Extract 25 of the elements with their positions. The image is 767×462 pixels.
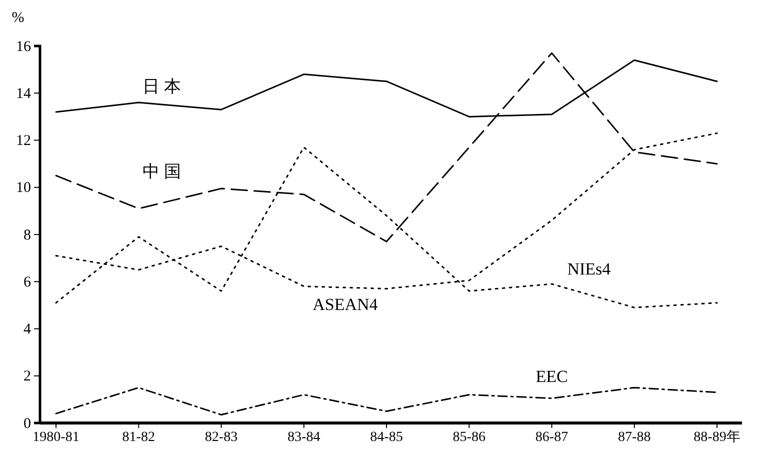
y-tick-label: 10 [16,180,31,196]
series-label: EEC [536,366,568,386]
x-tick-label: 83-84 [288,430,320,445]
y-tick-label: 12 [16,133,31,150]
x-tick-label: 87-88 [618,430,651,445]
y-axis-title: % [12,10,24,26]
series-label: 中 国 [142,162,181,181]
y-tick-label: 16 [16,38,32,55]
x-tick-label: 82-83 [204,430,238,445]
y-tick-label: 8 [24,227,31,244]
y-tick-label: 14 [16,86,32,102]
series-label: ASEAN4 [312,294,378,314]
series-label: NIEs4 [567,260,612,279]
series-label: 日 本 [142,76,181,96]
y-tick-label: 2 [24,368,31,385]
line-series [55,386,718,416]
y-tick-label: 6 [24,274,32,290]
y-tick-label: 4 [24,322,32,338]
x-tick-label: 81-82 [122,430,155,445]
y-tick-label: 0 [24,416,31,432]
x-tick-label: 85-86 [452,430,486,445]
x-tick-label: 88-89年 [694,428,740,445]
x-tick-label: 86-87 [535,430,568,445]
x-tick-label: 84-85 [370,430,403,445]
x-tick-label: 1980-81 [32,430,80,445]
